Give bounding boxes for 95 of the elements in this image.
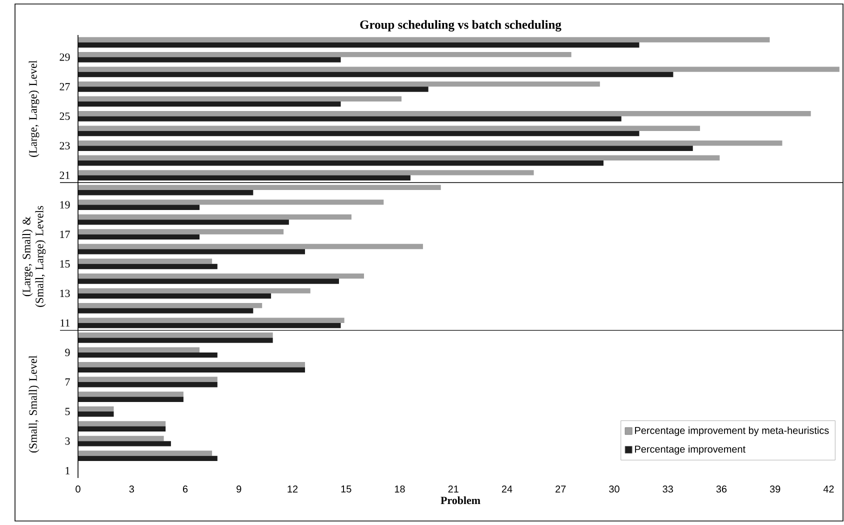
bar <box>78 86 428 92</box>
bar <box>78 288 310 294</box>
bar <box>78 332 273 338</box>
x-tick-label: 24 <box>502 486 512 492</box>
y-tick-label: 3 <box>65 437 70 445</box>
bar <box>78 273 364 279</box>
x-tick-label: 21 <box>448 486 458 492</box>
bar <box>78 338 273 343</box>
x-tick-label: 33 <box>662 486 673 493</box>
bar <box>78 175 410 180</box>
bar <box>78 318 344 323</box>
x-tick-label: 42 <box>823 486 834 492</box>
bar <box>78 101 341 107</box>
legend-label: Percentage improvement <box>635 445 746 455</box>
bar <box>78 302 262 308</box>
bar <box>78 130 640 136</box>
y-tick-label: 1 <box>66 466 70 474</box>
x-tick-label: 36 <box>716 486 727 493</box>
bar <box>78 436 164 442</box>
bar <box>78 264 218 270</box>
x-tick-label: 39 <box>770 486 780 493</box>
bar <box>78 96 402 102</box>
bar <box>78 66 840 72</box>
y-tick-label: 15 <box>60 260 70 268</box>
x-axis-title: Problem <box>440 496 480 504</box>
bar <box>78 155 720 161</box>
x-tick-label: 3 <box>129 486 134 493</box>
y-tick-label: 11 <box>60 319 70 327</box>
x-tick-label: 0 <box>76 486 80 493</box>
y-tick-label: 21 <box>60 172 70 179</box>
bar <box>78 126 700 131</box>
y-tick-label: 7 <box>65 378 70 386</box>
bar <box>78 352 218 358</box>
bar <box>78 392 184 397</box>
y-tick-label: 25 <box>60 112 70 120</box>
x-tick-label: 12 <box>288 486 298 492</box>
bar <box>78 229 284 234</box>
bar <box>78 362 306 368</box>
text: (Small, Small) Level <box>28 356 40 452</box>
bar <box>78 42 640 48</box>
bar <box>78 116 622 122</box>
bar <box>78 258 212 264</box>
y-tick-label: 9 <box>65 348 70 356</box>
chart-title: Group scheduling vs batch scheduling <box>360 20 562 32</box>
bar <box>78 190 254 196</box>
y-tick-label: 29 <box>60 53 70 61</box>
bar <box>78 220 289 225</box>
bar <box>78 37 770 42</box>
bar <box>78 421 166 426</box>
bar <box>78 81 600 87</box>
bar <box>78 441 171 446</box>
bar <box>78 396 184 402</box>
y-tick-label: 5 <box>65 408 70 416</box>
x-tick-label: 30 <box>609 486 620 493</box>
bar <box>78 382 218 388</box>
bar <box>78 200 384 205</box>
y-tick-label: 23 <box>60 142 70 150</box>
bar <box>78 322 341 328</box>
bar <box>78 412 114 417</box>
bar <box>78 278 339 284</box>
bar <box>78 184 441 190</box>
y-tick-label: 19 <box>60 201 70 208</box>
text: (Large, Large) Level <box>28 60 40 157</box>
bar <box>78 140 782 146</box>
bar <box>78 376 218 382</box>
bar <box>78 111 811 116</box>
bar <box>78 72 674 78</box>
bar <box>78 367 306 372</box>
y-tick-label: 27 <box>60 83 70 90</box>
bar <box>78 244 423 250</box>
bar <box>78 450 212 456</box>
x-tick-label: 18 <box>394 486 405 493</box>
x-tick-label: 27 <box>556 486 566 492</box>
bar <box>78 52 572 58</box>
text: (Large, Small) & (Small, Large) Levels <box>22 206 46 307</box>
bar <box>78 146 693 151</box>
bar <box>78 456 218 462</box>
x-tick-label: 6 <box>182 486 188 493</box>
bar <box>78 249 306 254</box>
bar <box>78 308 254 314</box>
bar <box>78 204 200 210</box>
bar <box>78 406 114 412</box>
bar <box>78 170 534 176</box>
bar <box>78 234 200 240</box>
legend-label: Percentage improvement by meta-heuristics <box>635 426 829 436</box>
bar <box>78 57 341 62</box>
bar <box>78 293 272 299</box>
bar <box>78 160 604 166</box>
y-tick-label: 13 <box>60 290 70 298</box>
bar <box>78 426 166 432</box>
x-tick-label: 15 <box>341 486 352 492</box>
y-tick-label: 17 <box>60 230 70 238</box>
bar <box>78 347 200 352</box>
bar <box>78 214 352 220</box>
x-tick-label: 9 <box>236 486 242 493</box>
